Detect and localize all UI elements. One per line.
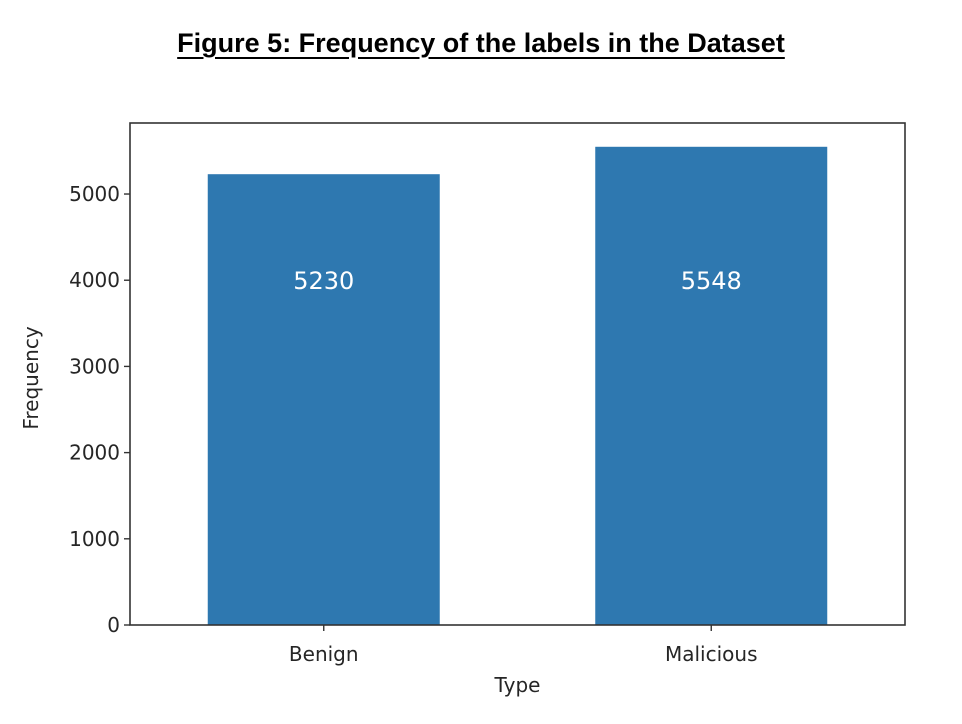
y-axis-label: Frequency (19, 326, 43, 429)
x-tick-label: Benign (289, 642, 359, 666)
y-tick-label: 4000 (69, 268, 120, 292)
figure-title: Figure 5: Frequency of the labels in the… (177, 28, 785, 58)
x-axis-label: Type (494, 673, 541, 697)
y-tick-label: 2000 (69, 441, 120, 465)
y-axis-ticks: 0 1000 2000 3000 4000 5000 (69, 182, 130, 637)
bar-malicious (595, 146, 828, 625)
bars-layer: 5230 5548 (207, 146, 828, 625)
x-tick-label: Malicious (665, 642, 758, 666)
bar-benign (207, 174, 440, 625)
y-tick-label: 5000 (69, 182, 120, 206)
y-tick-label: 0 (107, 613, 120, 637)
x-axis-ticks: Benign Malicious (289, 625, 758, 666)
data-label-benign: 5230 (293, 267, 354, 295)
y-tick-label: 3000 (69, 354, 120, 378)
data-label-malicious: 5548 (681, 267, 742, 295)
y-tick-label: 1000 (69, 527, 120, 551)
plot-frame (129, 122, 906, 626)
